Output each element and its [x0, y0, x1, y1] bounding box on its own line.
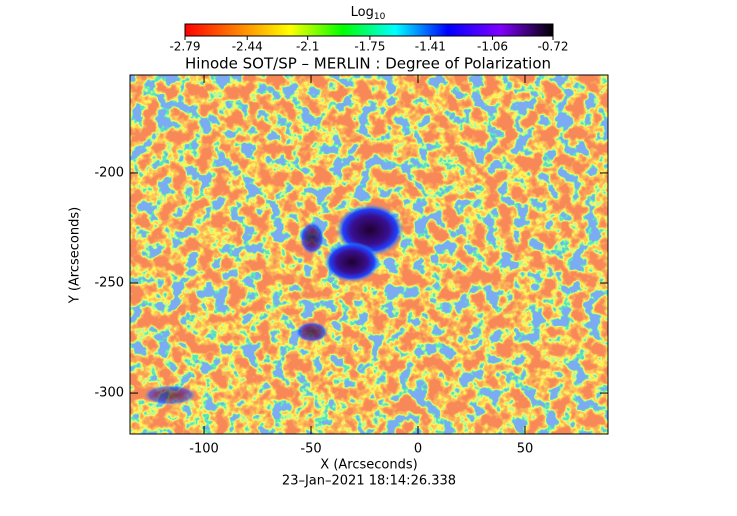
sunspot — [324, 242, 380, 282]
footer: 23–Jan–2021 18:14:26.338 — [282, 474, 456, 489]
plage — [144, 385, 196, 405]
y-tick-label: -200 — [94, 165, 124, 180]
colorbar-tick-label: -1.06 — [477, 40, 508, 54]
x-tick-label: 50 — [517, 442, 534, 457]
plage — [296, 322, 328, 342]
x-tick-label: -100 — [189, 442, 219, 457]
y-axis-label: Y (Arcseconds) — [68, 207, 83, 304]
colorbar-tick-label: -1.41 — [415, 40, 446, 54]
image-area — [129, 74, 609, 435]
x-tick-label: 0 — [414, 442, 422, 457]
colorbar-tick-label: -2.79 — [169, 40, 200, 54]
colorbar-tick-label: -2.1 — [296, 40, 319, 54]
plage — [300, 222, 324, 254]
colorbar-tick-label: -0.72 — [537, 40, 568, 54]
colorbar-label: Log10 — [351, 5, 386, 22]
x-axis-label: X (Arcseconds) — [320, 458, 417, 473]
y-tick-label: -300 — [94, 386, 124, 401]
y-tick-label: -250 — [94, 276, 124, 291]
colorbar — [184, 23, 554, 37]
colorbar-label-sub: 10 — [374, 12, 386, 22]
axes-frame — [129, 74, 609, 435]
chart-title: Hinode SOT/SP – MERLIN : Degree of Polar… — [185, 55, 551, 73]
colorbar-tick-label: -1.75 — [354, 40, 385, 54]
colorbar-label-text: Log — [351, 5, 374, 20]
x-tick-label: -50 — [300, 442, 321, 457]
colorbar-tick-label: -2.44 — [232, 40, 263, 54]
